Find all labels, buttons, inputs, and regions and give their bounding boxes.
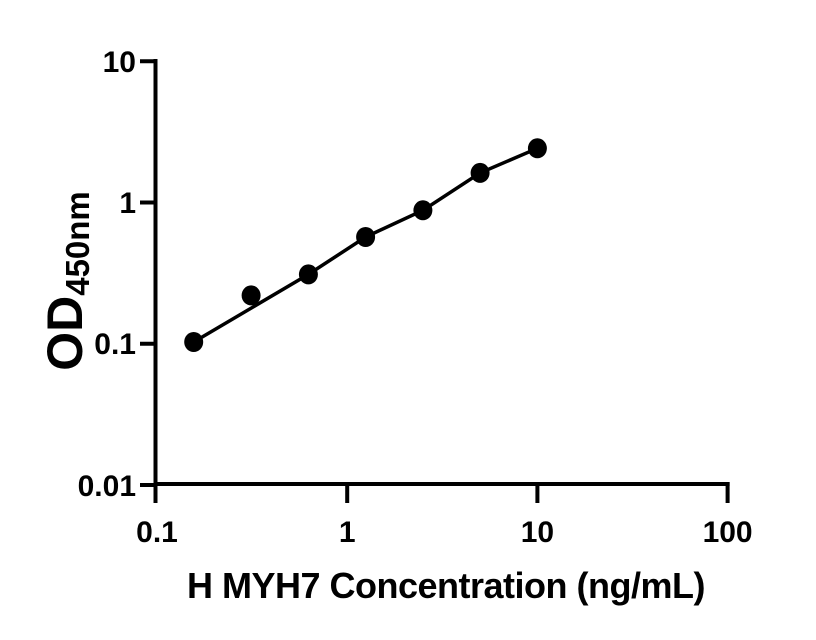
x-tick-label-1: 1 (339, 516, 356, 549)
x-axis-title: H MYH7 Concentration (ng/mL) (187, 565, 705, 606)
data-point (241, 285, 261, 306)
y-axis-title-main: OD (37, 296, 93, 371)
y-tick-label-10: 10 (103, 46, 136, 79)
data-layer (184, 138, 547, 352)
y-axis-title-subscript: 450nm (59, 191, 96, 296)
x-tick-labels: 0.1 1 10 100 (136, 516, 752, 549)
y-tick-label-1: 1 (119, 187, 136, 220)
y-axis-title: OD450nm (37, 191, 96, 371)
data-point (184, 332, 204, 352)
data-point (470, 162, 490, 183)
x-axis-ticks (345, 482, 730, 503)
y-tick-labels: 10 1 0.1 0.01 (78, 46, 136, 503)
x-tick-label-10: 10 (521, 516, 554, 549)
axes (140, 59, 730, 503)
data-point (356, 227, 376, 247)
data-point (298, 264, 318, 285)
x-tick-label-0p1: 0.1 (136, 516, 178, 549)
data-point (527, 138, 547, 159)
data-point (413, 200, 433, 221)
y-tick-label-0p01: 0.01 (78, 470, 136, 503)
y-axis-ticks (140, 59, 158, 487)
y-tick-label-0p1: 0.1 (94, 328, 136, 361)
standard-curve-fit-line (192, 146, 539, 344)
x-tick-label-100: 100 (703, 516, 753, 549)
